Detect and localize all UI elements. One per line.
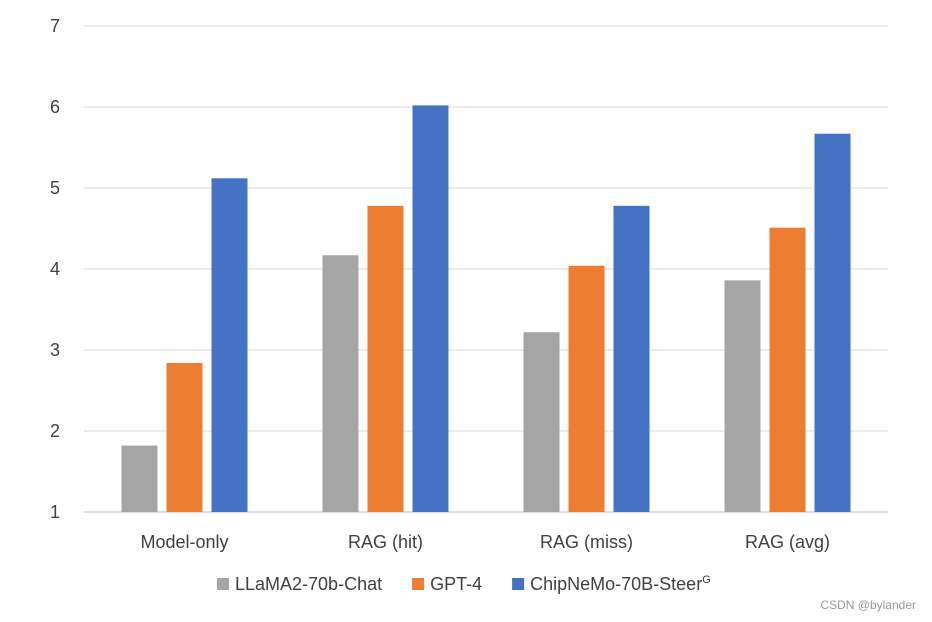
y-tick-label: 6: [50, 97, 60, 117]
legend-swatch: [412, 578, 425, 590]
legend: LLaMA2-70b-Chat GPT-4 ChipNeMo-70B-SteerG: [217, 574, 711, 594]
legend-label: LLaMA2-70b-Chat: [235, 574, 382, 594]
legend-label: GPT-4: [430, 574, 482, 594]
bar-llama2-70b-chat-3: [523, 332, 560, 512]
y-tick-label: 2: [50, 421, 60, 441]
y-axis-ticks: 1 2 3 4 5 6 7: [50, 16, 60, 522]
bar-chipnemo-70b-steer-4: [814, 133, 851, 513]
legend-swatch: [217, 578, 229, 590]
watermark: CSDN @bylander: [820, 598, 916, 612]
y-tick-label: 3: [50, 340, 60, 360]
y-tick-label: 5: [50, 178, 60, 198]
x-tick-label: RAG (avg): [745, 532, 830, 552]
bar-chipnemo-70b-steer-1: [211, 178, 248, 512]
x-tick-label: Model-only: [140, 532, 228, 552]
x-axis-ticks: Model-only RAG (hit) RAG (miss) RAG (avg): [140, 532, 830, 552]
bar-llama2-70b-chat-4: [724, 280, 761, 512]
bar-gpt-4-1: [166, 362, 203, 512]
bar-gpt-4-2: [367, 205, 404, 512]
bar-chipnemo-70b-steer-3: [613, 205, 650, 512]
bar-chipnemo-70b-steer-2: [412, 105, 449, 512]
y-tick-label: 4: [50, 259, 60, 279]
gridlines: [84, 25, 888, 513]
bar-gpt-4-3: [568, 265, 605, 512]
bars: [121, 105, 851, 513]
legend-label: ChipNeMo-70B-SteerG: [530, 574, 711, 594]
x-tick-label: RAG (miss): [540, 532, 633, 552]
bar-llama2-70b-chat-2: [322, 255, 359, 513]
y-tick-label: 7: [50, 16, 60, 36]
x-tick-label: RAG (hit): [348, 532, 423, 552]
bar-llama2-70b-chat-1: [121, 445, 158, 512]
y-tick-label: 1: [50, 502, 60, 522]
bar-gpt-4-4: [769, 227, 806, 512]
legend-swatch: [512, 578, 525, 590]
